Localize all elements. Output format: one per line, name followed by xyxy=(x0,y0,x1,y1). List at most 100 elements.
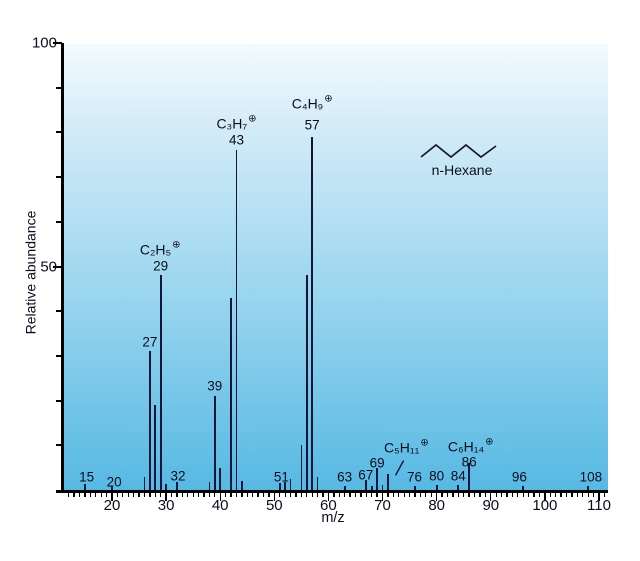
x-minor-tick xyxy=(95,492,97,497)
peak-label-29: 29 xyxy=(153,257,169,273)
x-tick-label: 20 xyxy=(103,497,121,514)
x-minor-tick xyxy=(116,492,119,497)
ion-formula: C₄H₉ xyxy=(291,95,324,112)
x-minor-tick xyxy=(230,492,232,497)
x-major-tick xyxy=(544,492,546,501)
x-minor-tick xyxy=(73,492,75,497)
x-major-tick xyxy=(598,492,600,501)
peak-mz-27 xyxy=(149,351,151,490)
x-minor-tick xyxy=(576,492,578,497)
x-minor-tick xyxy=(555,492,557,497)
x-major-tick xyxy=(381,492,384,501)
x-minor-tick xyxy=(582,492,584,497)
x-tick-label: 100 xyxy=(532,497,558,514)
peak-mz-70 xyxy=(381,484,384,490)
x-minor-tick xyxy=(538,492,541,497)
peak-mz-108 xyxy=(587,485,590,490)
peak-label-63: 63 xyxy=(337,468,353,484)
peak-mz-56 xyxy=(305,275,308,490)
x-minor-tick xyxy=(176,492,178,497)
peak-label-76: 76 xyxy=(406,468,423,484)
peak-label-80: 80 xyxy=(429,468,445,484)
x-minor-tick xyxy=(533,492,535,497)
peak-label-69: 69 xyxy=(369,454,385,470)
x-minor-tick xyxy=(446,492,449,497)
x-minor-tick xyxy=(68,492,70,497)
peak-label-86: 86 xyxy=(461,454,477,470)
x-minor-tick xyxy=(143,492,146,497)
x-minor-tick xyxy=(187,492,189,497)
x-major-tick xyxy=(327,492,330,501)
x-minor-tick xyxy=(203,492,205,497)
x-minor-tick xyxy=(371,492,373,497)
y-major-tick xyxy=(53,265,62,268)
x-minor-tick xyxy=(603,492,606,497)
x-minor-tick xyxy=(387,492,389,497)
x-minor-tick xyxy=(344,492,346,497)
x-minor-tick xyxy=(360,492,362,497)
x-minor-tick xyxy=(279,492,281,497)
peak-mz-80 xyxy=(435,484,438,490)
peak-label-108: 108 xyxy=(579,468,603,484)
x-major-tick xyxy=(165,492,167,501)
peak-mz-32 xyxy=(176,482,178,490)
x-minor-tick xyxy=(84,492,86,497)
x-minor-tick xyxy=(398,492,400,497)
y-minor-tick xyxy=(55,354,62,357)
peak-label-27: 27 xyxy=(142,333,158,349)
ion-label-C₅H₁₁: C₅H₁₁⊕ xyxy=(384,437,429,455)
compound-label: n-Hexane xyxy=(431,162,493,178)
x-tick-label: 60 xyxy=(320,497,337,514)
x-minor-tick xyxy=(105,492,108,497)
x-minor-tick xyxy=(468,492,470,497)
x-minor-tick xyxy=(252,492,254,497)
peak-mz-63 xyxy=(343,485,346,490)
x-tick-label: 110 xyxy=(587,497,611,514)
peak-mz-86 xyxy=(468,463,470,490)
ion-charge-symbol: ⊕ xyxy=(172,239,181,250)
y-minor-tick xyxy=(55,444,62,447)
x-minor-tick xyxy=(160,492,162,497)
x-minor-tick xyxy=(565,492,568,497)
x-minor-tick xyxy=(170,492,173,497)
peak-label-51: 51 xyxy=(273,468,289,484)
peak-mz-71 xyxy=(387,474,389,490)
x-minor-tick xyxy=(452,492,454,497)
x-minor-tick xyxy=(527,492,530,497)
peak-label-84: 84 xyxy=(450,468,466,484)
x-minor-tick xyxy=(241,492,243,497)
peak-label-20: 20 xyxy=(106,473,122,489)
peak-mz-52 xyxy=(284,482,287,490)
x-minor-tick xyxy=(192,492,194,497)
x-tick-label: 90 xyxy=(482,497,500,514)
peak-mz-67 xyxy=(365,480,368,490)
x-major-tick xyxy=(111,492,113,501)
peak-mz-30 xyxy=(165,484,167,490)
ion-label-C₃H₇: C₃H₇⊕ xyxy=(216,114,256,132)
peak-mz-51 xyxy=(278,482,281,490)
x-axis-line xyxy=(56,490,608,493)
x-minor-tick xyxy=(127,492,129,497)
x-minor-tick xyxy=(149,492,151,497)
peak-mz-29 xyxy=(159,275,162,490)
y-minor-tick xyxy=(55,86,62,89)
peak-label-67: 67 xyxy=(358,467,374,483)
peak-mz-76 xyxy=(414,485,416,490)
ion-charge-symbol: ⊕ xyxy=(324,93,333,105)
x-minor-tick xyxy=(376,492,378,497)
x-minor-tick xyxy=(457,492,459,497)
peak-mz-20 xyxy=(111,486,113,490)
peak-label-15: 15 xyxy=(79,469,95,485)
peak-label-96: 96 xyxy=(511,468,527,484)
x-minor-tick xyxy=(316,492,319,497)
x-minor-tick xyxy=(403,492,405,497)
y-tick-label: 50 xyxy=(40,258,57,275)
x-minor-tick xyxy=(78,492,81,497)
x-minor-tick xyxy=(262,492,265,497)
peak-mz-58 xyxy=(316,476,319,490)
x-minor-tick xyxy=(479,492,481,497)
ion-charge-symbol: ⊕ xyxy=(420,437,429,448)
x-minor-tick xyxy=(338,492,340,497)
x-tick-label: 50 xyxy=(265,497,283,514)
x-minor-tick xyxy=(587,492,589,497)
